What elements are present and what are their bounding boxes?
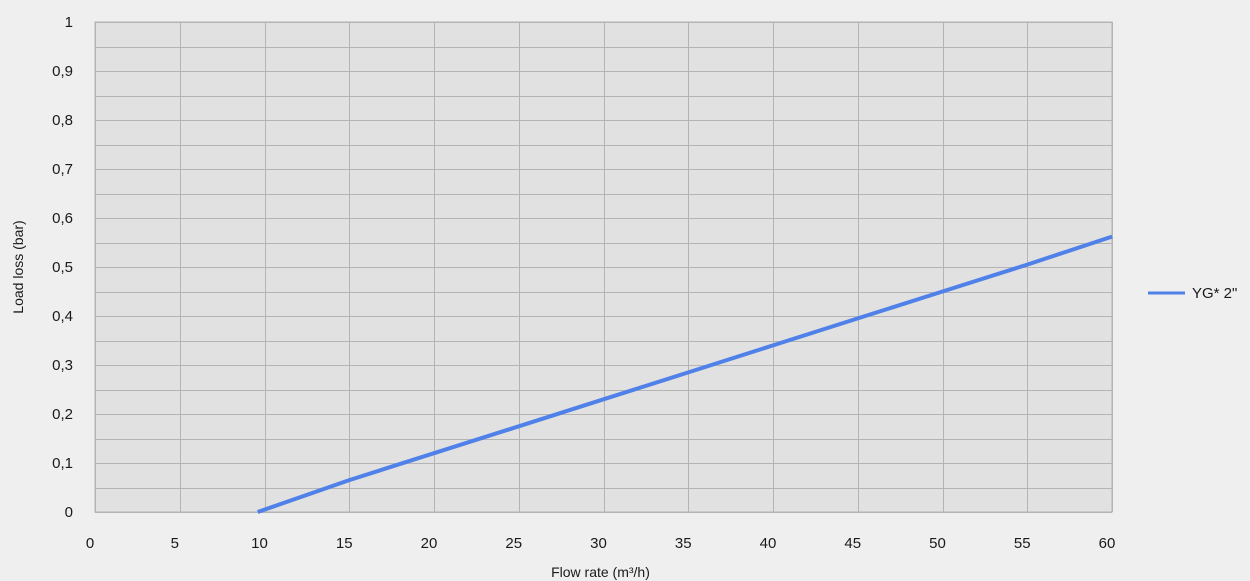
series-line [257,234,1113,514]
y-tick-label: 0,7 [52,161,73,178]
x-tick-label: 20 [421,535,438,552]
x-axis-title: Flow rate (m³/h) [551,564,650,580]
legend-label: YG* 2" [1192,285,1237,302]
y-tick-label: 0,6 [52,210,73,227]
series-layer [257,234,1113,514]
y-axis-title: Load loss (bar) [10,220,26,313]
x-tick-label: 15 [336,535,353,552]
y-tick-label: 0,2 [52,406,73,423]
y-tick-label: 0 [65,504,73,521]
y-tick-label: 0,3 [52,357,73,374]
x-tick-label: 30 [590,535,607,552]
y-tick-label: 0,1 [52,455,73,472]
x-tick-label: 45 [844,535,861,552]
x-tick-label: 50 [929,535,946,552]
y-tick-label: 0,9 [52,63,73,80]
x-tick-label: 40 [760,535,777,552]
major-grid-lines [95,22,1113,513]
x-tick-label: 25 [505,535,522,552]
y-tick-label: 0,5 [52,259,73,276]
x-tick-label: 10 [251,535,268,552]
y-tick-label: 1 [65,14,73,31]
minor-grid-lines [95,47,1112,489]
x-axis-ticks: 0 5 10 15 20 25 30 35 40 45 50 55 60 [86,535,1116,552]
y-tick-label: 0,4 [52,308,73,325]
x-tick-label: 5 [171,535,179,552]
x-tick-label: 60 [1099,535,1116,552]
x-tick-label: 55 [1014,535,1031,552]
legend: YG* 2" [1148,285,1237,302]
y-axis-ticks: 0 0,1 0,2 0,3 0,4 0,5 0,6 0,7 0,8 0,9 1 [52,14,73,521]
y-tick-label: 0,8 [52,112,73,129]
x-tick-label: 35 [675,535,692,552]
x-tick-label: 0 [86,535,94,552]
